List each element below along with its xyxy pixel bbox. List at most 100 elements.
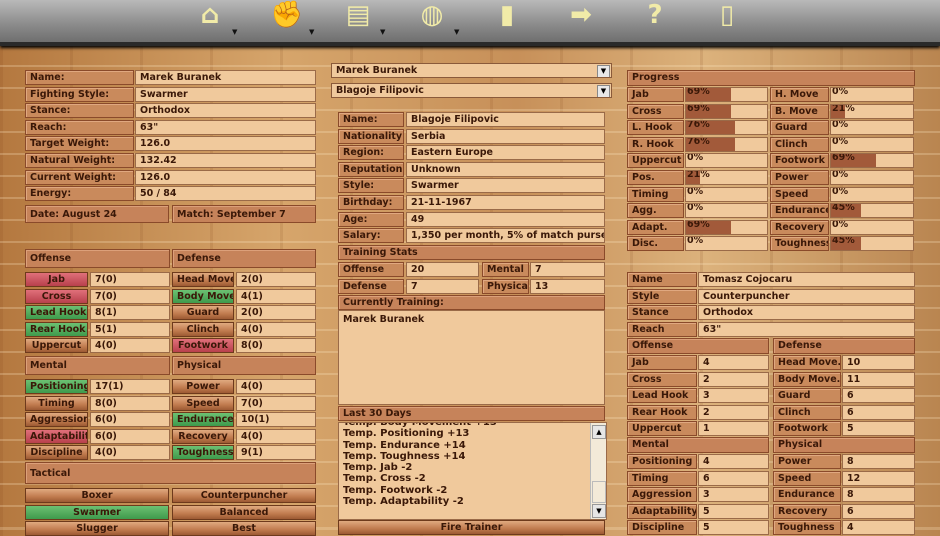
scroll-down-icon[interactable]: ▼ bbox=[592, 504, 606, 518]
opponent-field-value: Counterpuncher bbox=[698, 288, 915, 304]
fire-trainer-button[interactable]: Fire Trainer bbox=[338, 520, 605, 535]
skill-speed[interactable]: Speed bbox=[172, 395, 234, 411]
field-value: 126.0 bbox=[135, 169, 316, 185]
progress-bar: 0% bbox=[830, 87, 914, 102]
skill-power[interactable]: Power bbox=[172, 379, 234, 394]
opponent-skill-label: Cross bbox=[627, 371, 697, 387]
scroll-thumb[interactable] bbox=[592, 481, 606, 503]
skill-endurance[interactable]: Endurance bbox=[172, 412, 234, 428]
tactic-counterpuncher[interactable]: Counterpuncher bbox=[172, 488, 316, 503]
progress-fill bbox=[831, 154, 877, 168]
fighter-select[interactable]: Marek Buranek ▼ bbox=[331, 63, 612, 78]
skill-positioning[interactable]: Positioning bbox=[25, 379, 88, 394]
opponent-skill-label: Rear Hook bbox=[627, 404, 697, 420]
progress-label: Footwork bbox=[770, 153, 829, 169]
skill-recovery[interactable]: Recovery bbox=[172, 428, 234, 444]
currently-training-box: Marek Buranek bbox=[338, 310, 605, 405]
globe-icon[interactable]: ◍ bbox=[420, 0, 444, 30]
opponent-skill-label: Adaptability bbox=[627, 503, 697, 519]
training-stat-label: Physical bbox=[482, 278, 529, 294]
chevron-down-icon[interactable]: ▼ bbox=[597, 85, 610, 97]
skill-cross[interactable]: Cross bbox=[25, 288, 88, 304]
opponent-skill-value: 6 bbox=[842, 404, 915, 420]
fighter-select-value: Marek Buranek bbox=[336, 65, 418, 76]
help-icon[interactable]: ? bbox=[647, 0, 663, 30]
trainer-select[interactable]: Blagoje Filipovic ▼ bbox=[331, 83, 612, 98]
skill-rear-hook[interactable]: Rear Hook bbox=[25, 321, 88, 337]
dropdown-arrow-icon[interactable]: ▼ bbox=[309, 28, 315, 36]
progress-bar: 0% bbox=[830, 170, 914, 185]
log-entry: Temp. Toughness +14 bbox=[343, 450, 466, 462]
currently-training-header: Currently Training: bbox=[338, 295, 605, 310]
opponent-skill-value: 5 bbox=[698, 503, 769, 519]
opponent-skill-label: Recovery bbox=[773, 503, 841, 519]
notepad-icon[interactable]: ▤ bbox=[345, 0, 371, 30]
toolbar: ⌂ ▼ ✊ ▼ ▤ ▼ ◍ ▼ ▮ ➡? ▯ bbox=[0, 0, 940, 46]
progress-label: H. Move bbox=[770, 87, 829, 102]
progress-percent: 21% bbox=[687, 170, 710, 180]
skill-timing[interactable]: Timing bbox=[25, 395, 88, 411]
tactic-balanced[interactable]: Balanced bbox=[172, 504, 316, 520]
skill-value: 17(1) bbox=[90, 379, 170, 394]
skill-clinch[interactable]: Clinch bbox=[172, 321, 234, 337]
progress-label: Clinch bbox=[770, 136, 829, 152]
tactic-boxer[interactable]: Boxer bbox=[25, 488, 169, 503]
progress-percent: 69% bbox=[687, 87, 710, 97]
opponent-skill-value: 4 bbox=[698, 355, 769, 370]
progress-label: L. Hook bbox=[627, 120, 684, 136]
skill-aggression[interactable]: Aggression bbox=[25, 412, 88, 428]
opponent-skill-value: 2 bbox=[698, 371, 769, 387]
opponent-skill-value: 11 bbox=[842, 371, 915, 387]
skill-toughness[interactable]: Toughness bbox=[172, 445, 234, 461]
training-stat-value: 13 bbox=[530, 278, 605, 294]
skill-guard[interactable]: Guard bbox=[172, 305, 234, 321]
progress-bar: 45% bbox=[830, 236, 914, 252]
exit-door-icon[interactable]: ▯ bbox=[719, 0, 735, 30]
trainer-field-value: Swarmer bbox=[406, 178, 605, 194]
dropdown-arrow-icon[interactable]: ▼ bbox=[454, 28, 460, 36]
progress-label: Recovery bbox=[770, 219, 829, 235]
progress-header: Progress bbox=[627, 70, 915, 86]
skill-value: 8(0) bbox=[236, 338, 316, 354]
chevron-down-icon[interactable]: ▼ bbox=[597, 65, 610, 77]
last-30-days-list[interactable]: Temp. Body Movement +13 Temp. Positioning… bbox=[338, 422, 607, 520]
arrow-right-icon[interactable]: ➡ bbox=[570, 0, 592, 30]
skill-value: 2(0) bbox=[236, 272, 316, 287]
scroll-up-icon[interactable]: ▲ bbox=[592, 425, 606, 439]
skill-discipline[interactable]: Discipline bbox=[25, 445, 88, 461]
opponent-skill-label: Endurance bbox=[773, 487, 841, 503]
trainer-field-label: Style: bbox=[338, 178, 404, 194]
progress-label: Adapt. bbox=[627, 219, 684, 235]
skill-value: 5(1) bbox=[90, 321, 170, 337]
skill-uppercut[interactable]: Uppercut bbox=[25, 338, 88, 354]
skill-jab[interactable]: Jab bbox=[25, 272, 88, 287]
dropdown-arrow-icon[interactable]: ▼ bbox=[380, 28, 386, 36]
skill-value: 4(0) bbox=[236, 321, 316, 337]
tactic-swarmer[interactable]: Swarmer bbox=[25, 504, 169, 520]
log-entry: Temp. Endurance +14 bbox=[343, 439, 466, 451]
training-stat-value: 20 bbox=[406, 262, 479, 277]
opponent-skill-label: Discipline bbox=[627, 520, 697, 536]
field-label: Natural Weight: bbox=[25, 153, 134, 168]
opponent-physical-header: Physical bbox=[773, 437, 915, 453]
dropdown-arrow-icon[interactable]: ▼ bbox=[232, 28, 238, 36]
home-icon[interactable]: ⌂ bbox=[200, 0, 220, 30]
boxing-gloves-icon[interactable]: ✊ bbox=[270, 0, 304, 30]
scrollbar[interactable]: ▲ ▼ bbox=[590, 423, 606, 519]
skill-body-move-[interactable]: Body Move. bbox=[172, 288, 234, 304]
progress-percent: 45% bbox=[832, 203, 855, 214]
progress-fill bbox=[831, 104, 845, 118]
progress-bar: 69% bbox=[685, 219, 768, 235]
skill-head-move-[interactable]: Head Move. bbox=[172, 272, 234, 287]
trainer-select-value: Blagoje Filipovic bbox=[336, 85, 424, 96]
opponent-skill-value: 8 bbox=[842, 454, 915, 469]
skill-footwork[interactable]: Footwork bbox=[172, 338, 234, 354]
log-entry: Temp. Adaptability -2 bbox=[343, 496, 464, 508]
opponent-skill-label: Uppercut bbox=[627, 421, 697, 437]
document-icon[interactable]: ▮ bbox=[499, 0, 515, 30]
progress-percent: 76% bbox=[687, 120, 710, 131]
skill-adaptability[interactable]: Adaptability bbox=[25, 428, 88, 444]
skill-lead-hook[interactable]: Lead Hook bbox=[25, 305, 88, 321]
trainer-field-value: 1,350 per month, 5% of match purse bbox=[406, 228, 605, 244]
training-stat-label: Mental bbox=[482, 262, 529, 277]
